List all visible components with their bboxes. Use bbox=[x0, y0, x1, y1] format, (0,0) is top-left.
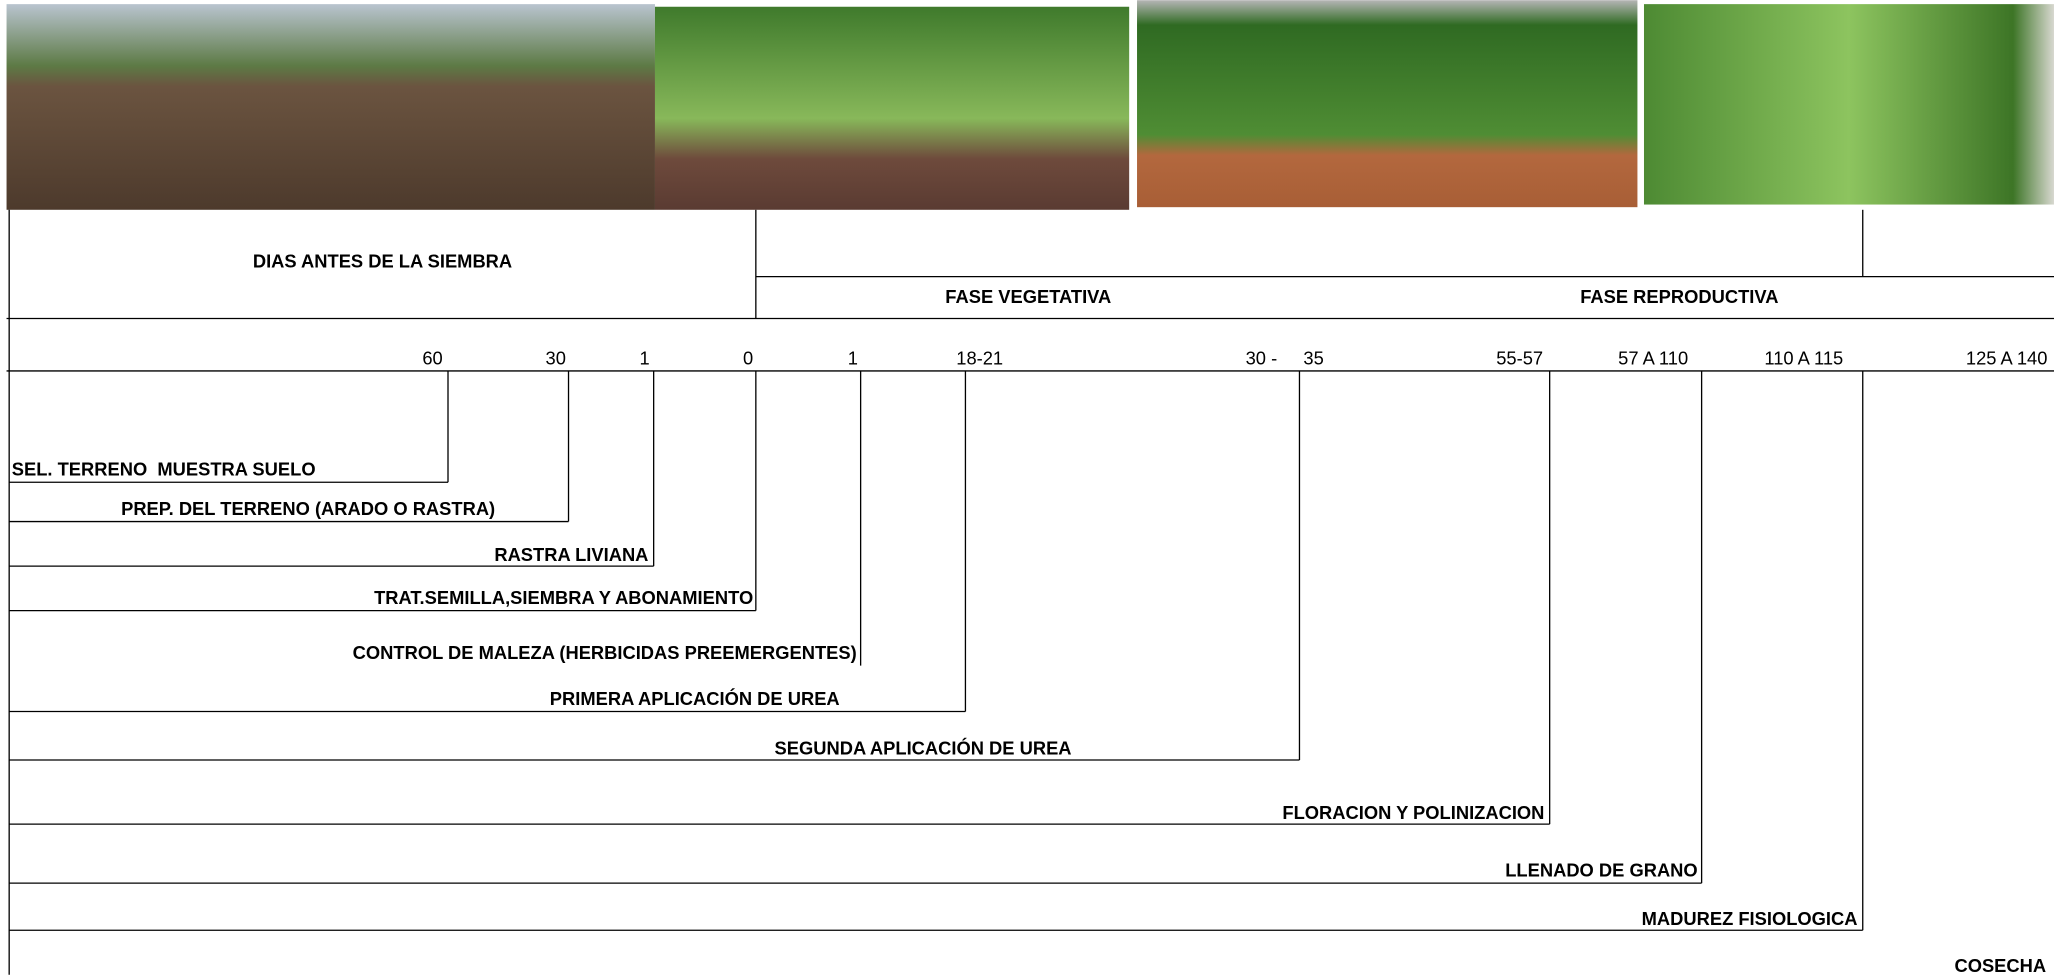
day-label: 60 bbox=[422, 347, 442, 368]
day-label: 1 bbox=[640, 347, 650, 368]
photo-young-corn bbox=[655, 7, 1129, 210]
day-label: 125 A 140 bbox=[1966, 347, 2048, 368]
day-label: 110 A 115 bbox=[1764, 347, 1843, 368]
activity-label: LLENADO DE GRANO bbox=[1505, 860, 1697, 881]
header-reproductive: FASE REPRODUCTIVA bbox=[1580, 286, 1778, 307]
day-label: 30 - bbox=[1246, 347, 1278, 368]
day-label: 18-21 bbox=[956, 347, 1003, 368]
grid bbox=[7, 210, 2054, 975]
photo-tall-corn bbox=[1137, 0, 1637, 207]
crop-calendar: DIAS ANTES DE LA SIEMBRA FASE VEGETATIVA… bbox=[0, 0, 2054, 975]
day-label: 57 A 110 bbox=[1618, 347, 1688, 368]
activity-label: PRIMERA APLICACIÓN DE UREA bbox=[550, 688, 840, 709]
activity-label: MADUREZ FISIOLOGICA bbox=[1642, 908, 1858, 929]
activity-label: TRAT.SEMILLA,SIEMBRA Y ABONAMIENTO bbox=[374, 587, 753, 608]
header-vegetative: FASE VEGETATIVA bbox=[945, 286, 1111, 307]
activity-label: RASTRA LIVIANA bbox=[494, 544, 648, 565]
activity-label: COSECHA bbox=[1954, 955, 2046, 975]
activity-label: SEGUNDA APLICACIÓN DE UREA bbox=[775, 738, 1072, 759]
activity-label: FLORACION Y POLINIZACION bbox=[1282, 802, 1544, 823]
page: DIAS ANTES DE LA SIEMBRA FASE VEGETATIVA… bbox=[0, 0, 2054, 975]
day-label: 35 bbox=[1303, 347, 1323, 368]
day-label: 30 bbox=[546, 347, 566, 368]
activity-label: SEL. TERRENO MUESTRA SUELO bbox=[12, 459, 316, 480]
day-label: 0 bbox=[743, 347, 753, 368]
photo-corn-ears bbox=[1644, 4, 2054, 204]
activity-label: PREP. DEL TERRENO (ARADO O RASTRA) bbox=[121, 498, 495, 519]
photos bbox=[7, 0, 2054, 210]
activity-label: CONTROL DE MALEZA (HERBICIDAS PREEMERGEN… bbox=[353, 642, 857, 663]
day-label: 55-57 bbox=[1496, 347, 1543, 368]
header-pre-sowing: DIAS ANTES DE LA SIEMBRA bbox=[253, 250, 512, 271]
day-label: 1 bbox=[848, 347, 858, 368]
photo-tractor bbox=[7, 4, 655, 210]
